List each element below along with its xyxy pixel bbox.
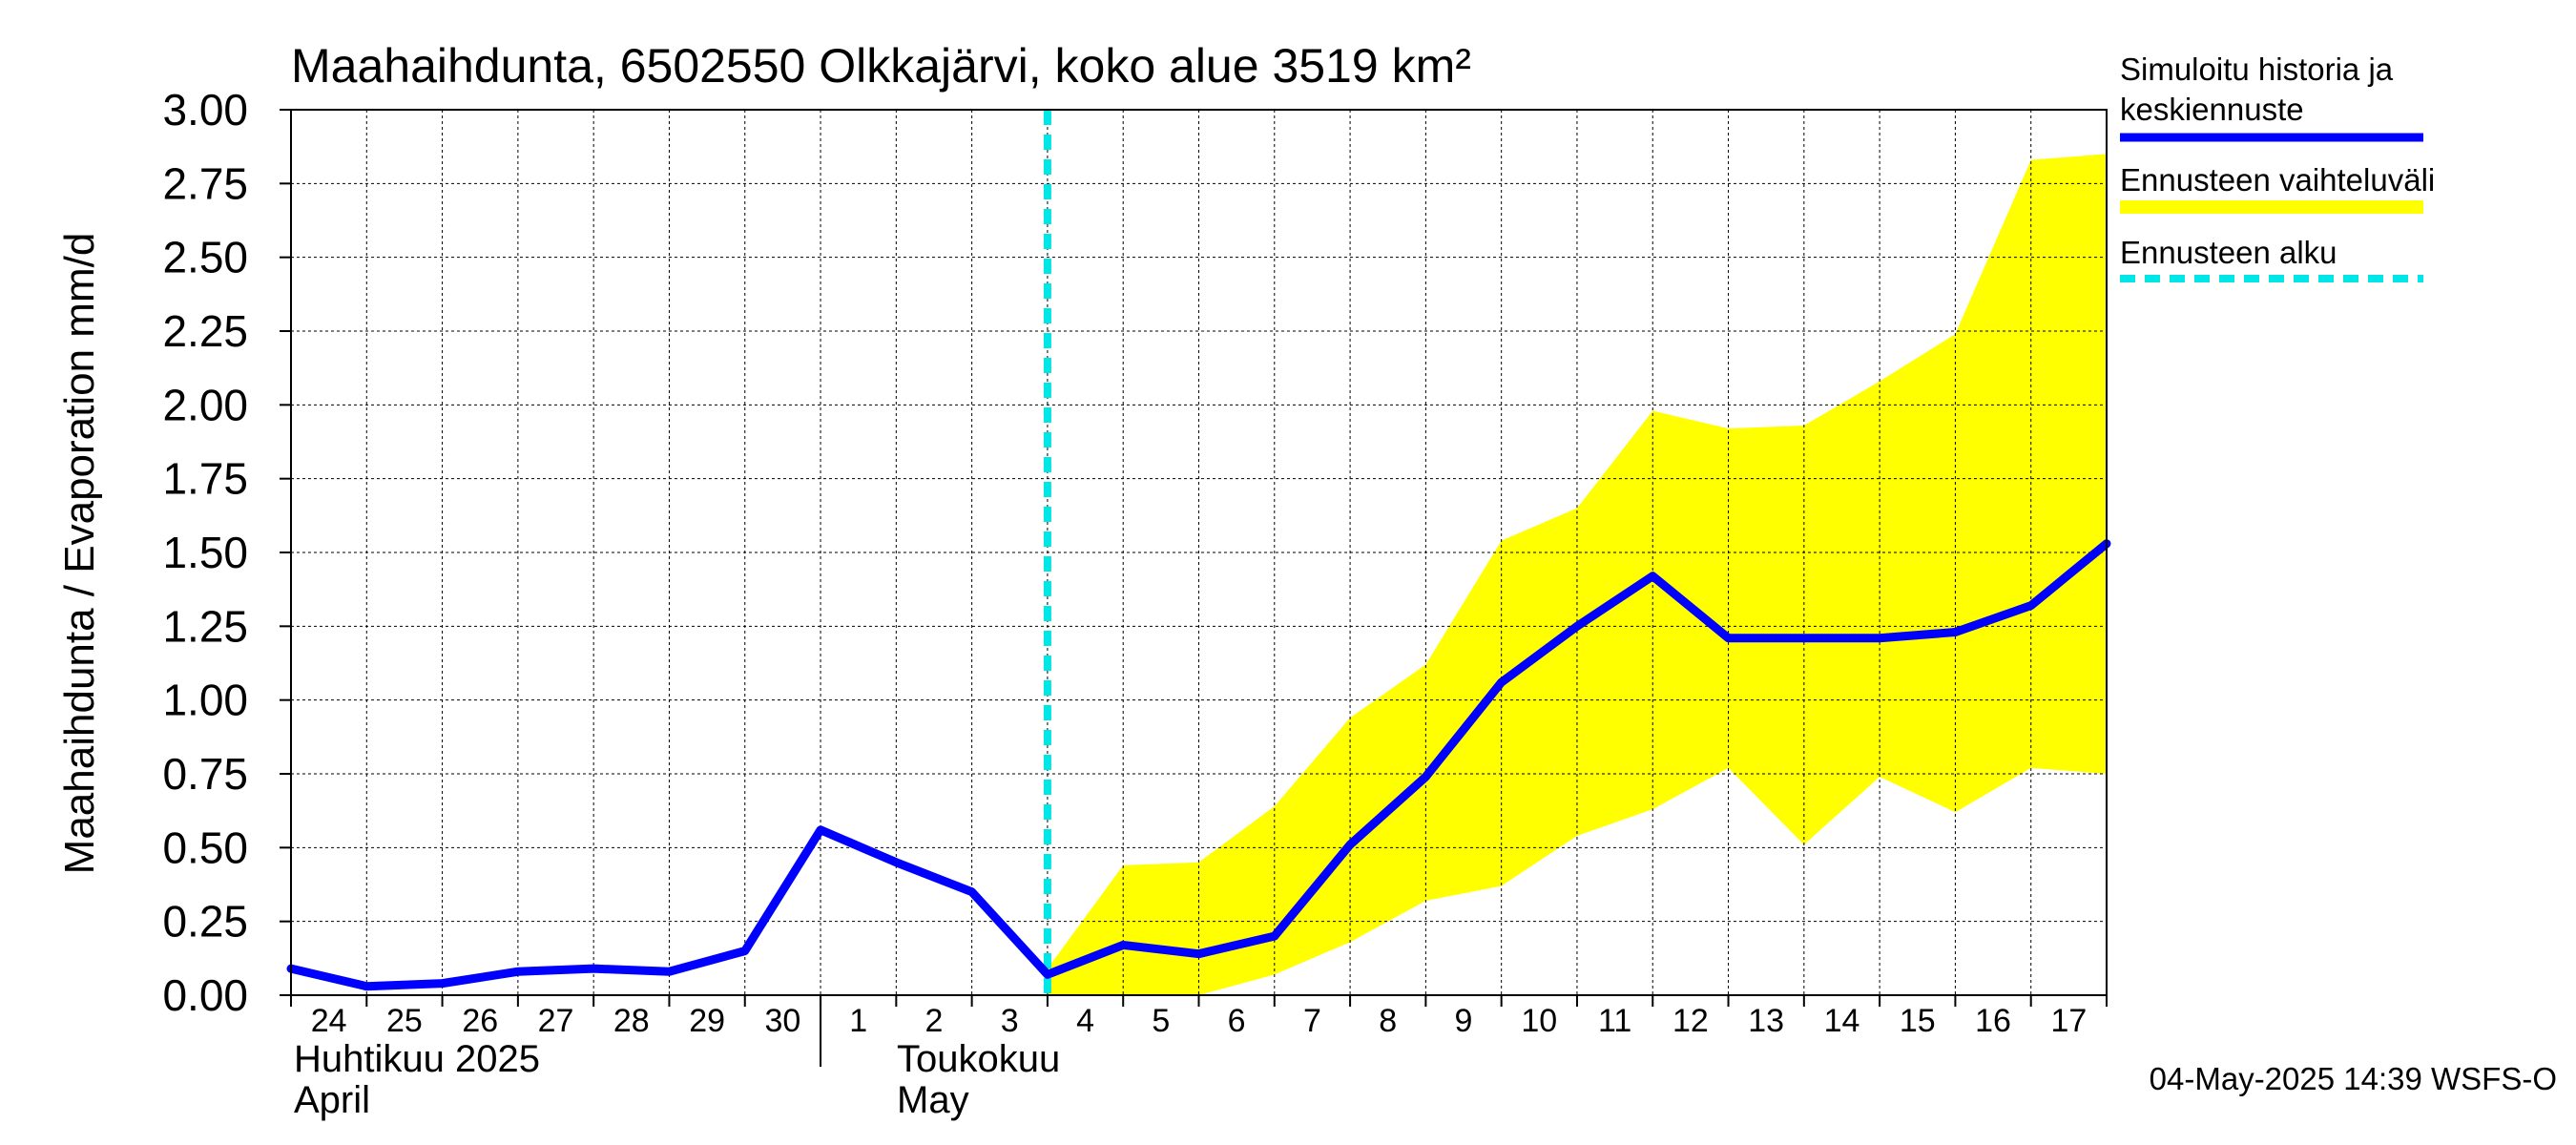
x-tick-label: 13 [1748, 1003, 1784, 1039]
month-label-april-en: April [294, 1079, 370, 1121]
x-tick-label: 29 [689, 1003, 725, 1039]
month-label-may-fi: Toukokuu [897, 1038, 1060, 1080]
x-tick-label: 1 [849, 1003, 867, 1039]
x-tick-label: 6 [1228, 1003, 1246, 1039]
x-tick-label: 14 [1824, 1003, 1860, 1039]
y-tick-label: 0.50 [162, 822, 248, 872]
y-axis-label: Maahaihdunta / Evaporation mm/d [56, 233, 103, 875]
grid-layer [291, 109, 2107, 996]
y-tick-label: 0.00 [162, 970, 248, 1020]
x-tick-label: 28 [613, 1003, 650, 1039]
x-tick-label: 27 [538, 1003, 574, 1039]
x-tick-label: 3 [1001, 1003, 1019, 1039]
y-tick-label: 2.50 [162, 233, 248, 282]
legend-label-simulated-line2: keskiennuste [2120, 92, 2304, 127]
x-tick-label: 24 [311, 1003, 347, 1039]
y-tick-label: 2.00 [162, 380, 248, 429]
x-tick-label: 25 [386, 1003, 423, 1039]
x-tick-label: 30 [764, 1003, 800, 1039]
x-tick-label: 5 [1152, 1003, 1170, 1039]
legend-label-simulated-line1: Simuloitu historia ja [2120, 52, 2394, 87]
x-tick-label: 15 [1900, 1003, 1936, 1039]
y-tick-label: 1.50 [162, 528, 248, 577]
x-tick-label: 2 [925, 1003, 944, 1039]
series-layer [286, 539, 2111, 991]
series-line-simulated [286, 539, 2111, 991]
y-tick-label: 1.00 [162, 676, 248, 725]
x-tick-label: 11 [1598, 1003, 1631, 1039]
y-tick-label: 2.75 [162, 158, 248, 208]
y-axis: 0.00 0.25 0.50 0.75 1.00 1.25 1.50 1.75 2.00 2.25… [162, 85, 291, 1020]
y-tick-label: 1.25 [162, 601, 248, 651]
y-tick-label: 1.75 [162, 454, 248, 504]
y-tick-label: 0.25 [162, 897, 248, 947]
legend-label-range: Ennusteen vaihteluväli [2120, 162, 2435, 198]
y-tick-label: 2.25 [162, 306, 248, 356]
x-tick-label: 7 [1303, 1003, 1321, 1039]
x-tick-label: 10 [1521, 1003, 1557, 1039]
x-tick-label: 17 [2050, 1003, 2087, 1039]
x-tick-label: 12 [1672, 1003, 1709, 1039]
y-tick-label: 3.00 [162, 85, 248, 135]
footer-timestamp: 04-May-2025 14:39 WSFS-O [2150, 1061, 2557, 1096]
legend: Simuloitu historia ja keskiennuste Ennus… [2120, 52, 2435, 282]
x-tick-label: 9 [1455, 1003, 1473, 1039]
month-label-may-en: May [897, 1079, 969, 1121]
x-tick-label: 26 [462, 1003, 498, 1039]
y-tick-label: 0.75 [162, 749, 248, 799]
month-label-april-fi: Huhtikuu 2025 [294, 1038, 540, 1080]
x-tick-label: 4 [1076, 1003, 1094, 1039]
x-axis: 24 25 26 27 28 29 30 1 2 3 4 5 6 7 8 9 10 11 12 13 14 15 16 17 [290, 995, 2108, 1067]
chart-title: Maahaihdunta, 6502550 Olkkajärvi, koko a… [291, 39, 1471, 93]
x-tick-label: 16 [1975, 1003, 2011, 1039]
legend-label-forecast-start: Ennusteen alku [2120, 235, 2337, 270]
x-tick-label: 8 [1379, 1003, 1397, 1039]
